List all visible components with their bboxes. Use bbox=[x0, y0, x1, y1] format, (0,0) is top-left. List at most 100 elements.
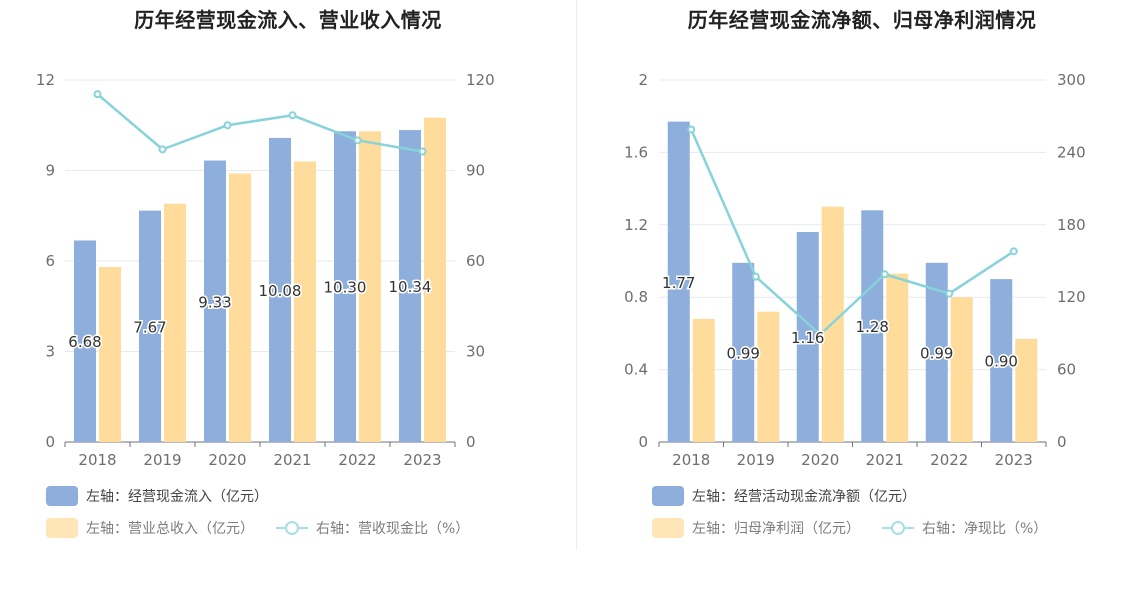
legend-swatch-orange bbox=[652, 518, 684, 538]
y-right-tick-label: 0 bbox=[466, 433, 476, 451]
chart-title: 历年经营现金流净额、归母净利润情况 bbox=[687, 8, 1037, 32]
bar-primary bbox=[861, 210, 884, 442]
x-tick-label: 2019 bbox=[143, 451, 181, 469]
legend-item-net-profit[interactable]: 左轴：归母净利润（亿元） bbox=[652, 518, 860, 538]
y-left-tick-label: 1.2 bbox=[624, 216, 648, 234]
y-left-tick-label: 0.4 bbox=[624, 361, 648, 379]
y-right-tick-label: 120 bbox=[1057, 288, 1086, 306]
x-tick-label: 2019 bbox=[737, 451, 775, 469]
bar-primary bbox=[990, 279, 1013, 442]
legend-label: 右轴：营收现金比（%） bbox=[316, 521, 470, 537]
series-line bbox=[690, 128, 1015, 337]
y-right-tick-label: 90 bbox=[466, 162, 485, 180]
legend-row-2: 左轴：营业总收入（亿元） 右轴：营收现金比（%） bbox=[46, 518, 469, 538]
y-left-tick-label: 0.8 bbox=[624, 288, 648, 306]
y-left-tick-label: 0 bbox=[638, 433, 648, 451]
bar-secondary bbox=[757, 311, 780, 442]
y-right-tick-label: 240 bbox=[1057, 143, 1086, 161]
panel-divider bbox=[576, 0, 577, 550]
bar-primary bbox=[269, 137, 291, 443]
x-tick-label: 2023 bbox=[995, 451, 1033, 469]
bar-data-label: 7.67 bbox=[133, 318, 166, 336]
y-left-tick-label: 1.6 bbox=[624, 143, 648, 161]
legend-line-marker-icon bbox=[882, 518, 914, 538]
bar-primary bbox=[925, 262, 948, 442]
line-point bbox=[158, 145, 167, 154]
line-point bbox=[816, 330, 825, 339]
series-line bbox=[96, 93, 423, 153]
bar-data-label: 1.77 bbox=[662, 274, 695, 292]
x-tick-label: 2020 bbox=[208, 451, 246, 469]
y-left-tick-label: 6 bbox=[45, 252, 55, 270]
x-tick-label: 2022 bbox=[338, 451, 376, 469]
bar-secondary bbox=[99, 267, 121, 442]
y-left-tick-label: 9 bbox=[45, 162, 55, 180]
chart-plot-area: 0 0.4 0.8 1.2 1.6 2 0 60 120 180 240 300 2018 2019 202… bbox=[624, 71, 1086, 469]
line-point bbox=[945, 289, 954, 298]
y-right-tick-label: 120 bbox=[466, 71, 495, 89]
legend-swatch-orange bbox=[46, 518, 78, 538]
legend-label: 左轴：归母净利润（亿元） bbox=[692, 521, 860, 537]
bar-secondary bbox=[294, 161, 316, 442]
y-left-tick-label: 12 bbox=[36, 71, 55, 89]
bar-data-label: 10.08 bbox=[259, 282, 302, 300]
line-point bbox=[687, 125, 696, 134]
chart-title: 历年经营现金流入、营业收入情况 bbox=[134, 8, 442, 32]
line-point bbox=[1009, 247, 1018, 256]
bar-secondary bbox=[164, 203, 186, 442]
chart-panel-cash-inflow-revenue: 历年经营现金流入、营业收入情况 0 3 6 9 12 0 30 60 90 120 2018 2019… bbox=[36, 8, 495, 538]
bar-secondary bbox=[229, 173, 251, 442]
legend-item-cash-inflow[interactable]: 左轴：经营现金流入（亿元） bbox=[46, 486, 268, 506]
legend-item-ratio[interactable]: 右轴：营收现金比（%） bbox=[276, 518, 469, 538]
bar-primary bbox=[796, 232, 819, 442]
y-right-tick-label: 300 bbox=[1057, 71, 1086, 89]
x-tick-label: 2021 bbox=[866, 451, 904, 469]
bar-secondary bbox=[692, 318, 715, 442]
y-left-tick-label: 3 bbox=[45, 343, 55, 361]
legend-label: 右轴：净现比（%） bbox=[922, 521, 1048, 537]
legend-item-revenue[interactable]: 左轴：营业总收入（亿元） bbox=[46, 518, 254, 538]
bar-primary bbox=[399, 130, 421, 442]
legend-label: 左轴：经营活动现金流净额（亿元） bbox=[692, 489, 916, 505]
legend-label: 左轴：经营现金流入（亿元） bbox=[86, 489, 268, 505]
y-right-tick-label: 60 bbox=[466, 252, 485, 270]
y-left-tick-label: 0 bbox=[45, 433, 55, 451]
x-tick-label: 2021 bbox=[273, 451, 311, 469]
line-point bbox=[751, 272, 760, 281]
bar-primary bbox=[139, 210, 161, 442]
bar-data-label: 0.99 bbox=[920, 344, 953, 362]
bar-primary bbox=[732, 262, 755, 442]
legend-row-1: 左轴：经营活动现金流净额（亿元） bbox=[652, 486, 916, 506]
x-tick-label: 2018 bbox=[78, 451, 116, 469]
line-point bbox=[353, 136, 362, 145]
bar-data-label: 0.99 bbox=[727, 344, 760, 362]
line-point bbox=[223, 121, 232, 130]
legend-item-net-cash-ratio[interactable]: 右轴：净现比（%） bbox=[882, 518, 1047, 538]
bar-secondary bbox=[886, 273, 909, 442]
legend-swatch-blue bbox=[652, 486, 684, 506]
bar-data-label: 0.90 bbox=[985, 353, 1018, 371]
bar-data-label: 10.30 bbox=[324, 279, 367, 297]
y-right-tick-label: 180 bbox=[1057, 216, 1086, 234]
legend-line-marker-icon bbox=[276, 518, 308, 538]
y-right-tick-label: 60 bbox=[1057, 361, 1076, 379]
legend-label: 左轴：营业总收入（亿元） bbox=[86, 521, 254, 537]
line-point bbox=[880, 270, 889, 279]
bar-data-label: 6.68 bbox=[68, 333, 101, 351]
bar-primary bbox=[667, 121, 690, 442]
bar-primary bbox=[334, 131, 356, 443]
y-right-tick-label: 30 bbox=[466, 343, 485, 361]
x-tick-label: 2023 bbox=[403, 451, 441, 469]
legend-row-1: 左轴：经营现金流入（亿元） bbox=[46, 486, 268, 506]
legend-item-net-cash[interactable]: 左轴：经营活动现金流净额（亿元） bbox=[652, 486, 916, 506]
bar-data-label: 9.33 bbox=[198, 293, 231, 311]
x-tick-label: 2020 bbox=[801, 451, 839, 469]
bar-secondary bbox=[424, 117, 446, 442]
line-point bbox=[288, 111, 297, 120]
line-point bbox=[418, 147, 427, 156]
bar-primary bbox=[204, 160, 226, 443]
bar-secondary bbox=[359, 131, 381, 443]
bar-data-label: 1.28 bbox=[856, 318, 889, 336]
legend-swatch-blue bbox=[46, 486, 78, 506]
bar-secondary bbox=[950, 297, 973, 442]
